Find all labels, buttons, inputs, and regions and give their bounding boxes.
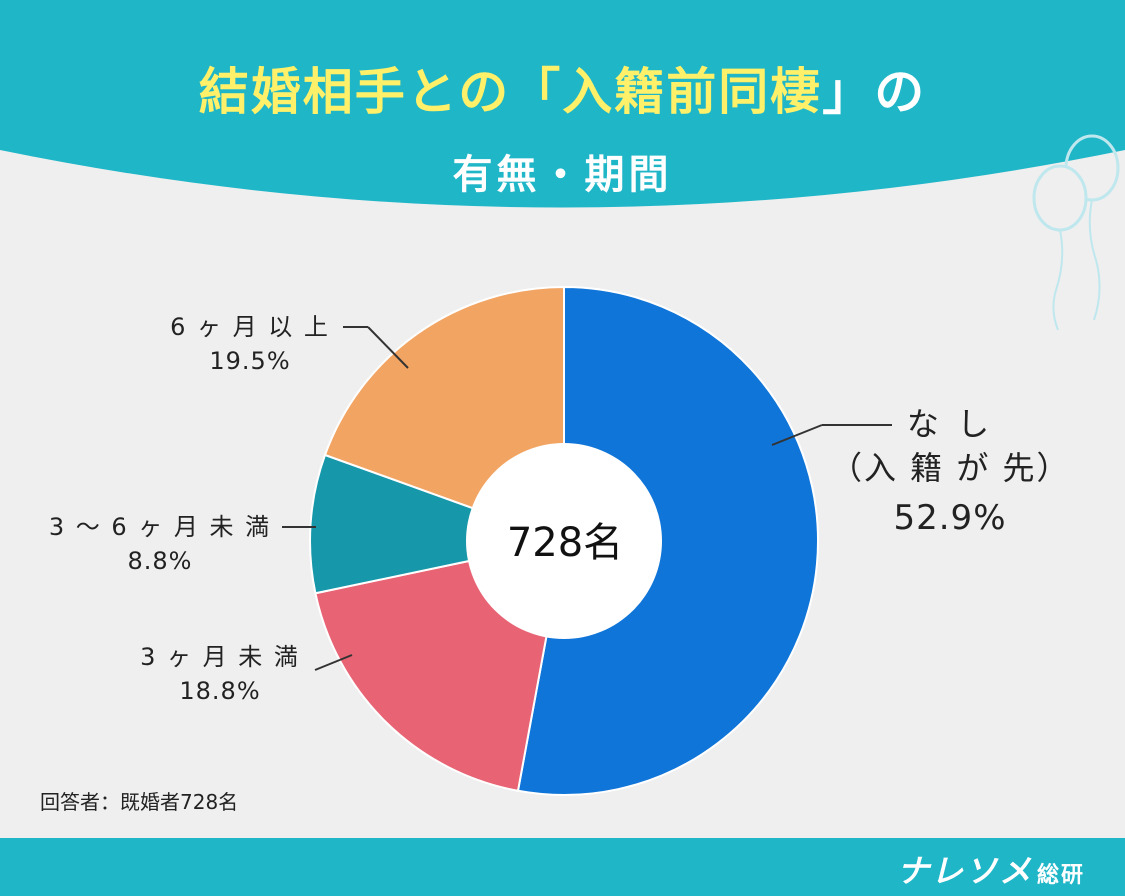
label-over6-pct: 19.5% (209, 347, 291, 375)
label-over6: 6 ヶ 月 以 上 19.5% (160, 310, 340, 378)
center-total-label: 728名 (506, 520, 624, 566)
leader-line-under3 (314, 654, 353, 671)
label-3to6-pct: 8.8% (127, 547, 193, 575)
label-under3-name: 3 ヶ 月 未 満 (140, 643, 300, 671)
title-line-1: 結婚相手との「入籍前同棲」の (0, 52, 1125, 124)
label-none-sub: （入 籍 が 先） (830, 449, 1071, 487)
pie-slice-3-to-6-months (309, 453, 568, 595)
balloons-icon (1032, 134, 1120, 330)
label-under3: 3 ヶ 月 未 満 18.8% (130, 640, 310, 708)
leader-line-over6-diag (367, 326, 409, 369)
label-none-pct: 52.9% (893, 498, 1007, 538)
label-under3-pct: 18.8% (179, 677, 261, 705)
title-prefix: 結婚相手との「 (198, 63, 563, 121)
brand-logo-main: ナレソメ (896, 852, 1033, 890)
brand-logo: ナレソメ 総研 (897, 846, 1085, 892)
label-none-name: な し (906, 405, 994, 443)
title-suffix: 」の (822, 63, 927, 121)
pie-slice-none (516, 285, 819, 796)
label-3to6-name: 3 ～ 6 ヶ 月 未 満 (48, 513, 272, 541)
label-over6-name: 6 ヶ 月 以 上 (170, 313, 330, 341)
title-line-2: 有無・期間 (452, 152, 673, 198)
respondent-note: 回答者：既婚者728名 (40, 790, 239, 814)
footer-bar: ナレソメ 総研 (0, 838, 1125, 896)
label-none: な し （入 籍 が 先） 52.9% (830, 402, 1070, 546)
donut-hole (466, 443, 662, 639)
header-background (0, 0, 1125, 208)
label-3to6: 3 ～ 6 ヶ 月 未 満 8.8% (40, 510, 280, 578)
title-highlight: 入籍前同棲 (562, 63, 823, 121)
brand-logo-small: 総研 (1036, 863, 1085, 888)
leader-line-none (771, 424, 823, 446)
